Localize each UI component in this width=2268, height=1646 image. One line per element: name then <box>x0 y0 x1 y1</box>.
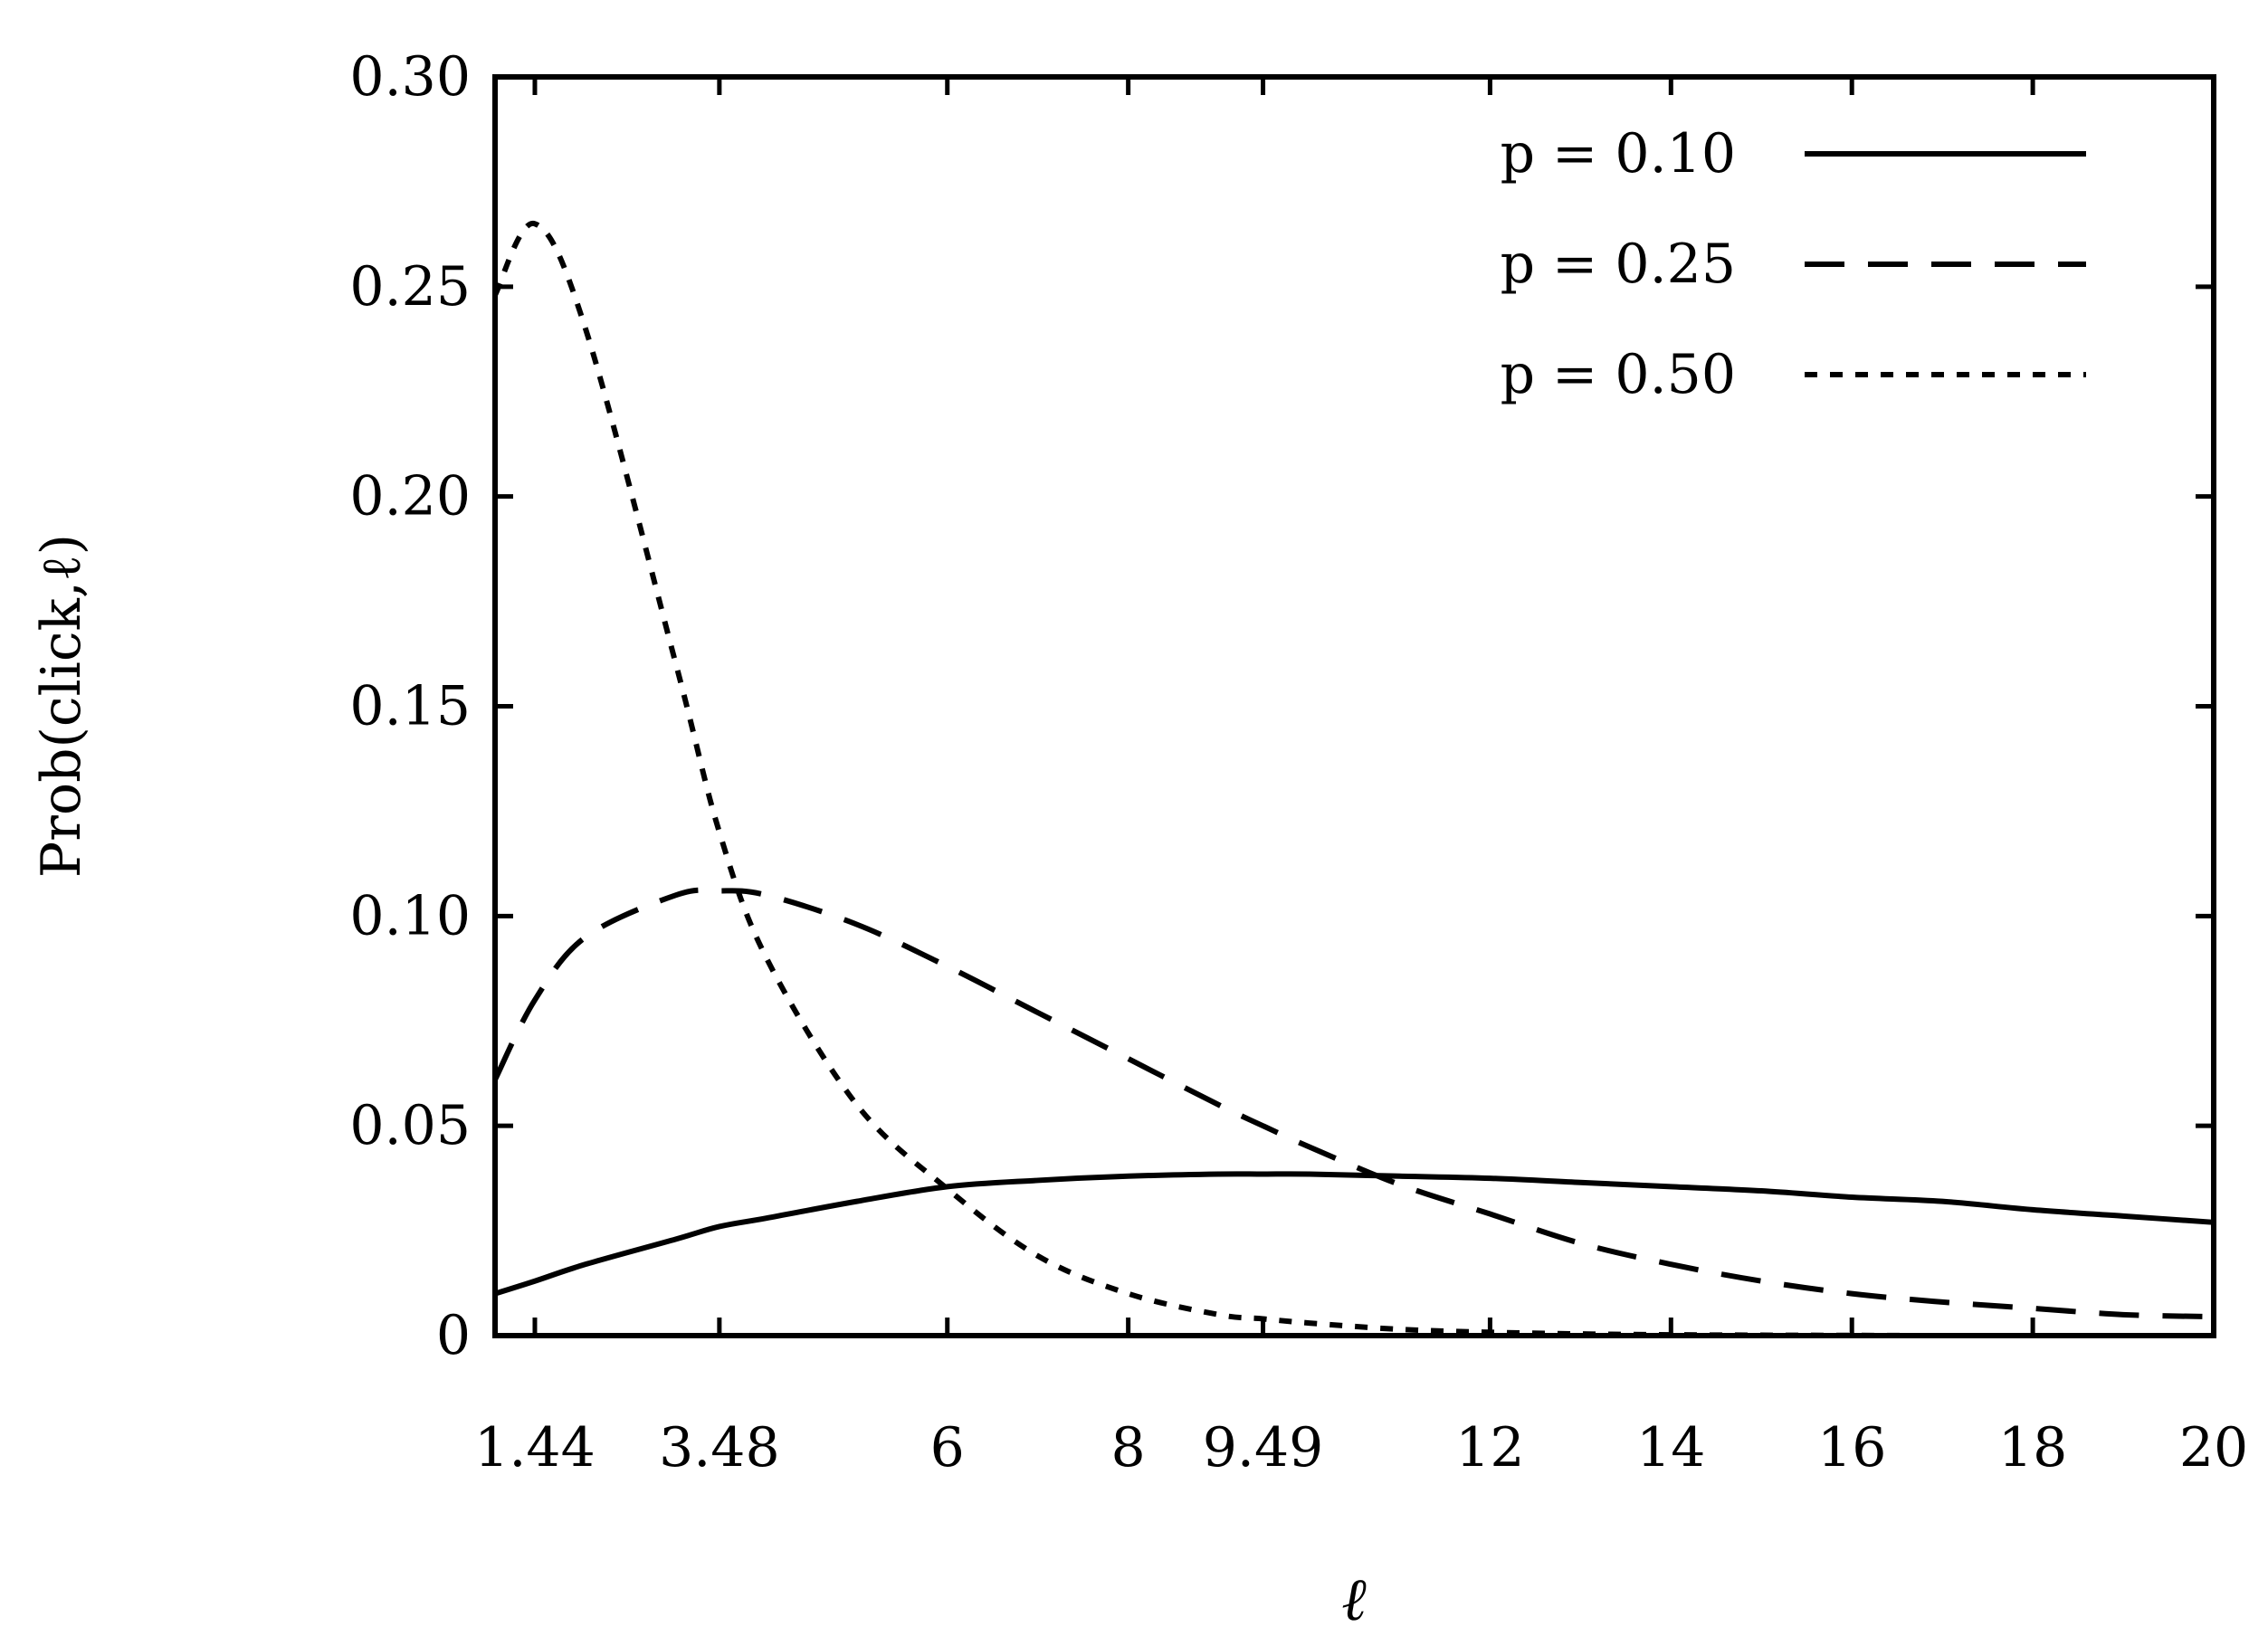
x-tick-label: 16 <box>1817 1416 1886 1479</box>
y-tick-label: 0.05 <box>349 1094 471 1157</box>
y-tick-label: 0.10 <box>349 884 471 947</box>
x-tick-label: 20 <box>2179 1416 2248 1479</box>
series-line-1 <box>494 1171 2215 1297</box>
x-tick-label: 18 <box>1998 1416 2067 1479</box>
series-line-3 <box>492 221 2214 1339</box>
y-tick-label: 0.20 <box>349 465 471 528</box>
x-tick-labels: 1.44 3.48 6 8 9.49 12 14 16 18 20 <box>474 1416 2248 1479</box>
legend-label-3: p = 0.50 <box>1501 343 1736 406</box>
y-tick-label: 0.15 <box>349 675 471 738</box>
y-tick-label: 0.25 <box>349 255 471 319</box>
x-tick-label: 9.49 <box>1203 1416 1324 1479</box>
x-tick-label: 1.44 <box>474 1416 596 1479</box>
y-tick-label: 0.30 <box>349 45 471 109</box>
legend: p = 0.10 p = 0.25 p = 0.50 <box>1501 122 2086 406</box>
x-tick-label: 3.48 <box>659 1416 780 1479</box>
y-tick-label: 0 <box>436 1304 471 1367</box>
legend-label-2: p = 0.25 <box>1501 233 1736 296</box>
y-tick-labels: 0 0.05 0.10 0.15 0.20 0.25 0.30 <box>349 45 471 1367</box>
x-axis-title: ℓ <box>1341 1565 1367 1634</box>
x-tick-label: 14 <box>1636 1416 1705 1479</box>
series-line-2 <box>492 887 2215 1320</box>
y-axis-title: Prob(click,ℓ) <box>30 534 93 878</box>
ticks-layer <box>495 74 2216 1338</box>
x-tick-label: 8 <box>1111 1416 1146 1479</box>
x-tick-label: 12 <box>1455 1416 1524 1479</box>
legend-label-1: p = 0.10 <box>1501 122 1736 186</box>
series-layer <box>492 221 2215 1339</box>
x-tick-label: 6 <box>930 1416 965 1479</box>
